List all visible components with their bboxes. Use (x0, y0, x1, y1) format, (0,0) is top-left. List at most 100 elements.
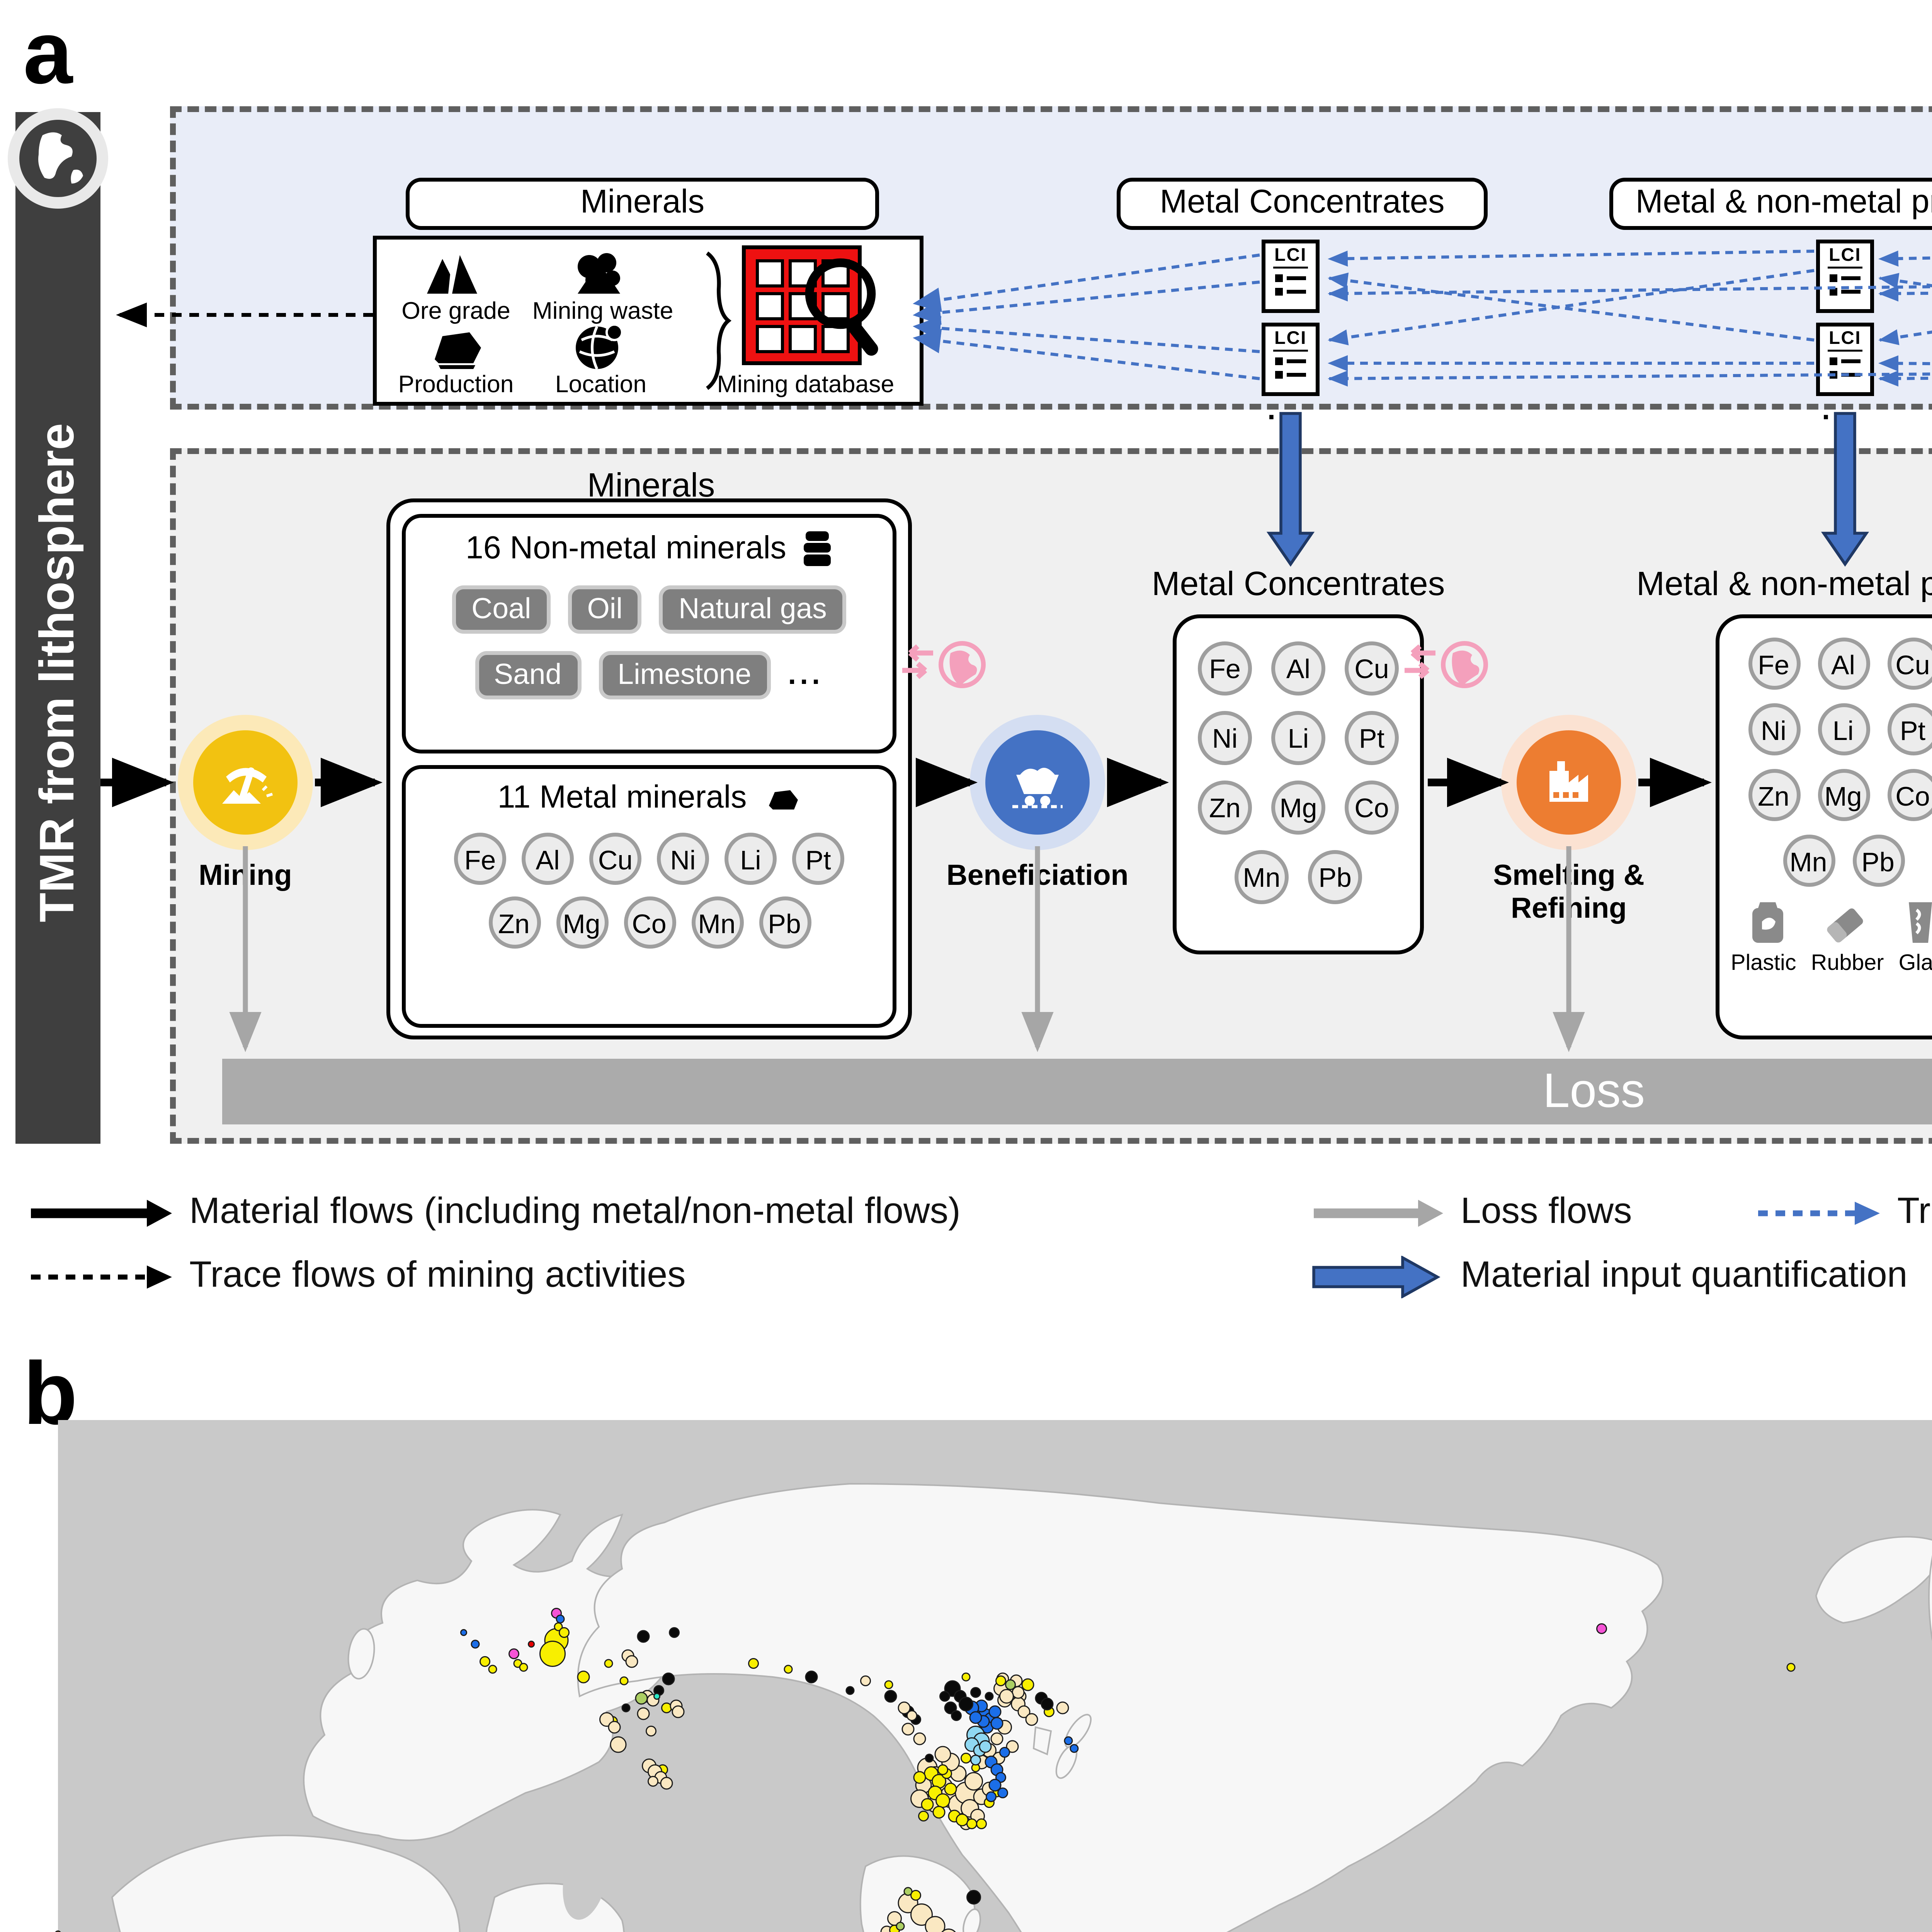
mine-site-dot (488, 1665, 497, 1674)
mine-site-dot (935, 1793, 950, 1808)
process-icon-beneficiation (985, 730, 1090, 835)
mine-site-dots (55, 1608, 1796, 1932)
production-label: Production (398, 371, 514, 398)
mine-site-dot (1025, 1713, 1038, 1726)
trade-flow-icon (1401, 638, 1493, 701)
mine-site-dot (1006, 1740, 1019, 1753)
rubber-icon (1827, 908, 1863, 942)
mine-site-dot (884, 1680, 893, 1689)
magnifier-icon (805, 258, 876, 329)
mine-site-dot (805, 1670, 818, 1684)
mine-site-dot (937, 1764, 948, 1775)
mine-site-dot (925, 1753, 934, 1763)
element-circle-fe: Fe (454, 833, 506, 885)
mine-site-dot (519, 1663, 528, 1672)
products-box: Fe Al Cu Ni Li Pt Zn Mg Co Mn Pb Plastic Rubber Gl… (1716, 614, 1932, 1039)
minerals-db-header: Minerals (406, 178, 879, 230)
mine-site-dot (988, 1779, 1002, 1792)
element-circle-ni: Ni (657, 833, 709, 885)
element-circle-cu: Cu (1886, 638, 1932, 690)
rock-icon (768, 789, 797, 809)
glass-label: Glass (1898, 952, 1932, 976)
rubber-label: Rubber (1811, 952, 1884, 976)
chip-oil: Oil (568, 585, 642, 634)
mine-site-dot (970, 1687, 981, 1698)
mine-site-dot (480, 1656, 490, 1667)
mine-site-dot (925, 1916, 946, 1932)
production-icon (435, 332, 481, 369)
mine-site-dot (990, 1732, 1003, 1745)
mine-site-dot (997, 1787, 1008, 1798)
element-circle-zn: Zn (488, 896, 540, 949)
process-icon-smelting (1517, 730, 1621, 835)
lci-row (1275, 358, 1306, 366)
loss-bar: Loss (222, 1059, 1932, 1124)
mine-site-dot (672, 1705, 685, 1718)
ore-grade-icon (427, 255, 477, 294)
plastic-icon (1753, 902, 1784, 943)
element-circle-mn: Mn (1782, 835, 1835, 887)
metal-minerals-box: 11 Metal minerals Fe Al Cu Ni Li Pt Zn Mg Co Mn Pb (402, 765, 896, 1028)
element-circle-al: Al (522, 833, 574, 885)
mine-site-dot (995, 1675, 1006, 1686)
mine-site-dot (637, 1707, 650, 1720)
mine-site-dot (932, 1806, 946, 1819)
mine-site-dot (903, 1887, 913, 1896)
mine-site-dot (559, 1627, 570, 1638)
mine-site-dot (604, 1659, 613, 1668)
lithosphere-bar: TMR from lithosphere (15, 112, 100, 1144)
barrel-icon (803, 531, 831, 566)
mine-site-dot (884, 1690, 897, 1703)
mine-site-dot (898, 1701, 911, 1714)
element-circle-mg: Mg (555, 896, 608, 949)
mining-database-grid-icon (742, 245, 878, 365)
lci-row (1275, 371, 1306, 379)
element-circle-zn: Zn (1198, 781, 1252, 835)
mine-site-dot (913, 1732, 926, 1745)
mine-site-dot (964, 1772, 983, 1791)
location-label: Location (555, 371, 647, 398)
glass-icon (1908, 902, 1932, 943)
mine-site-dot (910, 1890, 921, 1901)
mining-waste-label: Mining waste (532, 298, 673, 325)
mine-site-dot (619, 1676, 629, 1685)
mine-site-dot (608, 1721, 621, 1734)
flow-connectors (100, 250, 1932, 1052)
mine-site-dot (539, 1641, 566, 1667)
mine-site-dot (951, 1710, 962, 1721)
mine-site-dot (934, 1746, 951, 1763)
chip-sand: Sand (474, 651, 581, 699)
mine-site-dot (910, 1903, 933, 1926)
metal-title: 11 Metal minerals (497, 781, 747, 815)
mine-site-dot (845, 1686, 855, 1695)
element-circle-pt: Pt (1345, 711, 1399, 765)
mine-site-dot (961, 1672, 971, 1682)
mine-site-dot (970, 1755, 981, 1765)
minerals-title: Minerals (587, 466, 715, 504)
metal-concentrates-box: Fe Al Cu Ni Li Pt Zn Mg Co Mn Pb (1173, 614, 1424, 954)
header-metal-nonmetal-products: Metal & non-metal products (1609, 178, 1932, 230)
element-circle-pt: Pt (1886, 703, 1932, 755)
mine-site-dot (966, 1890, 981, 1905)
lci-row (1830, 358, 1861, 366)
element-circle-fe: Fe (1747, 638, 1800, 690)
material-input-arrows (1266, 412, 1869, 567)
element-circle-pb: Pb (1308, 850, 1362, 904)
mine-site-dot (944, 1782, 957, 1796)
mine-site-dot (860, 1675, 871, 1686)
metal-minerals-elements: Fe Al Cu Ni Li Pt Zn Mg Co Mn Pb (406, 833, 893, 949)
lci-icon-title: LCI (1272, 328, 1309, 352)
mine-site-dot (556, 1614, 565, 1624)
mine-site-dot (669, 1627, 680, 1638)
mine-site-dot (979, 1740, 992, 1753)
element-circle-al: Al (1817, 638, 1869, 690)
mine-site-dot (635, 1692, 648, 1705)
lci-row (1830, 288, 1861, 296)
chip-limestone: Limestone (598, 651, 771, 699)
legend-material-input: Material input quantification (1310, 1256, 1908, 1298)
nonmetal-title: 16 Non-metal minerals (466, 530, 786, 565)
lci-icon: LCI (1262, 323, 1320, 396)
mine-site-dot (969, 1711, 982, 1724)
lci-row (1275, 288, 1306, 296)
element-circle-pb: Pb (758, 896, 811, 949)
